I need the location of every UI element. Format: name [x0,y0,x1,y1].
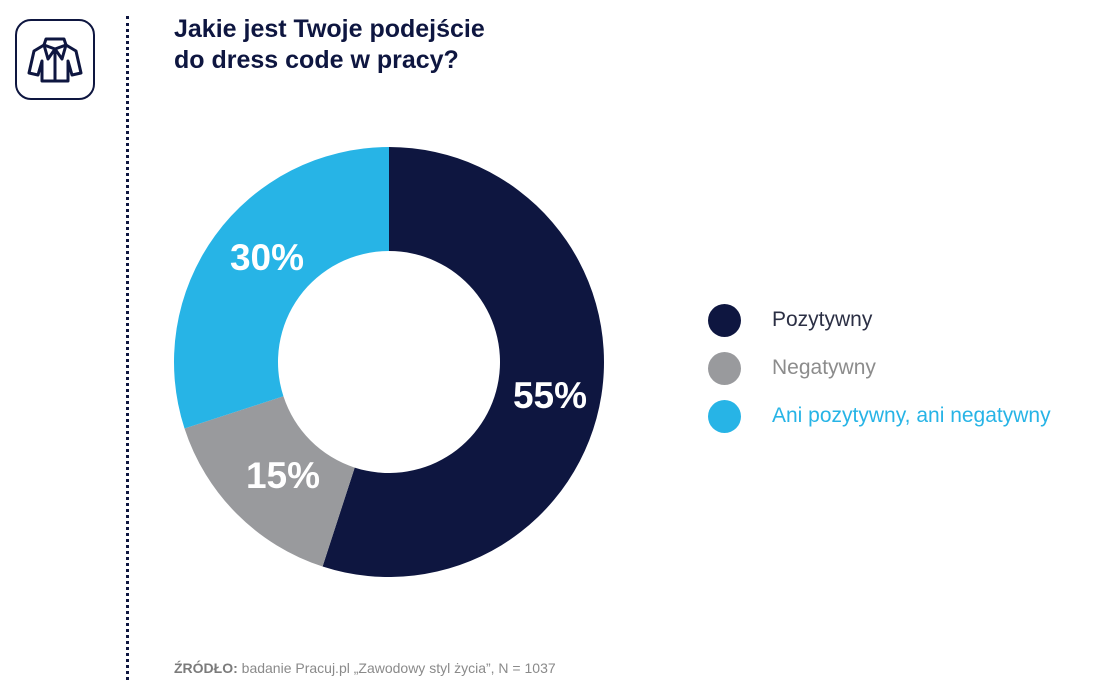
legend-item-1: Negatywny [708,344,1051,392]
slice-value-label-2: 30% [230,237,304,278]
donut-slice-0 [322,147,604,577]
chart-title-line-2: do dress code w pracy? [174,46,459,74]
chart-title-line-1: Jakie jest Twoje podejście [174,15,485,43]
donut-slice-2 [173,147,389,429]
legend-swatch-2 [708,399,741,433]
slice-value-label-1: 15% [246,455,320,496]
source-text: badanie Pracuj.pl „Zawodowy styl życia”,… [237,660,556,676]
donut-slice-1 [184,396,355,567]
legend-item-0: Pozytywny [708,296,1051,344]
chart-title: Jakie jest Twoje podejście do dress code… [174,14,485,76]
legend-label-2: Ani pozytywny, ani negatywny [772,404,1051,427]
legend: Pozytywny Negatywny Ani pozytywny, ani neg… [708,296,1051,440]
dotted-divider [126,16,129,680]
slice-value-label-0: 55% [513,375,587,416]
jacket-icon-box [15,19,95,100]
jacket-icon [27,37,83,82]
legend-label-1: Negatywny [772,356,876,379]
source-label: ŹRÓDŁO: [174,660,238,676]
legend-swatch-1 [708,351,741,385]
legend-label-0: Pozytywny [772,308,873,331]
legend-swatch-0 [708,303,741,337]
source-note: ŹRÓDŁO: badanie Pracuj.pl „Zawodowy styl… [174,660,556,676]
legend-item-2: Ani pozytywny, ani negatywny [708,392,1051,440]
